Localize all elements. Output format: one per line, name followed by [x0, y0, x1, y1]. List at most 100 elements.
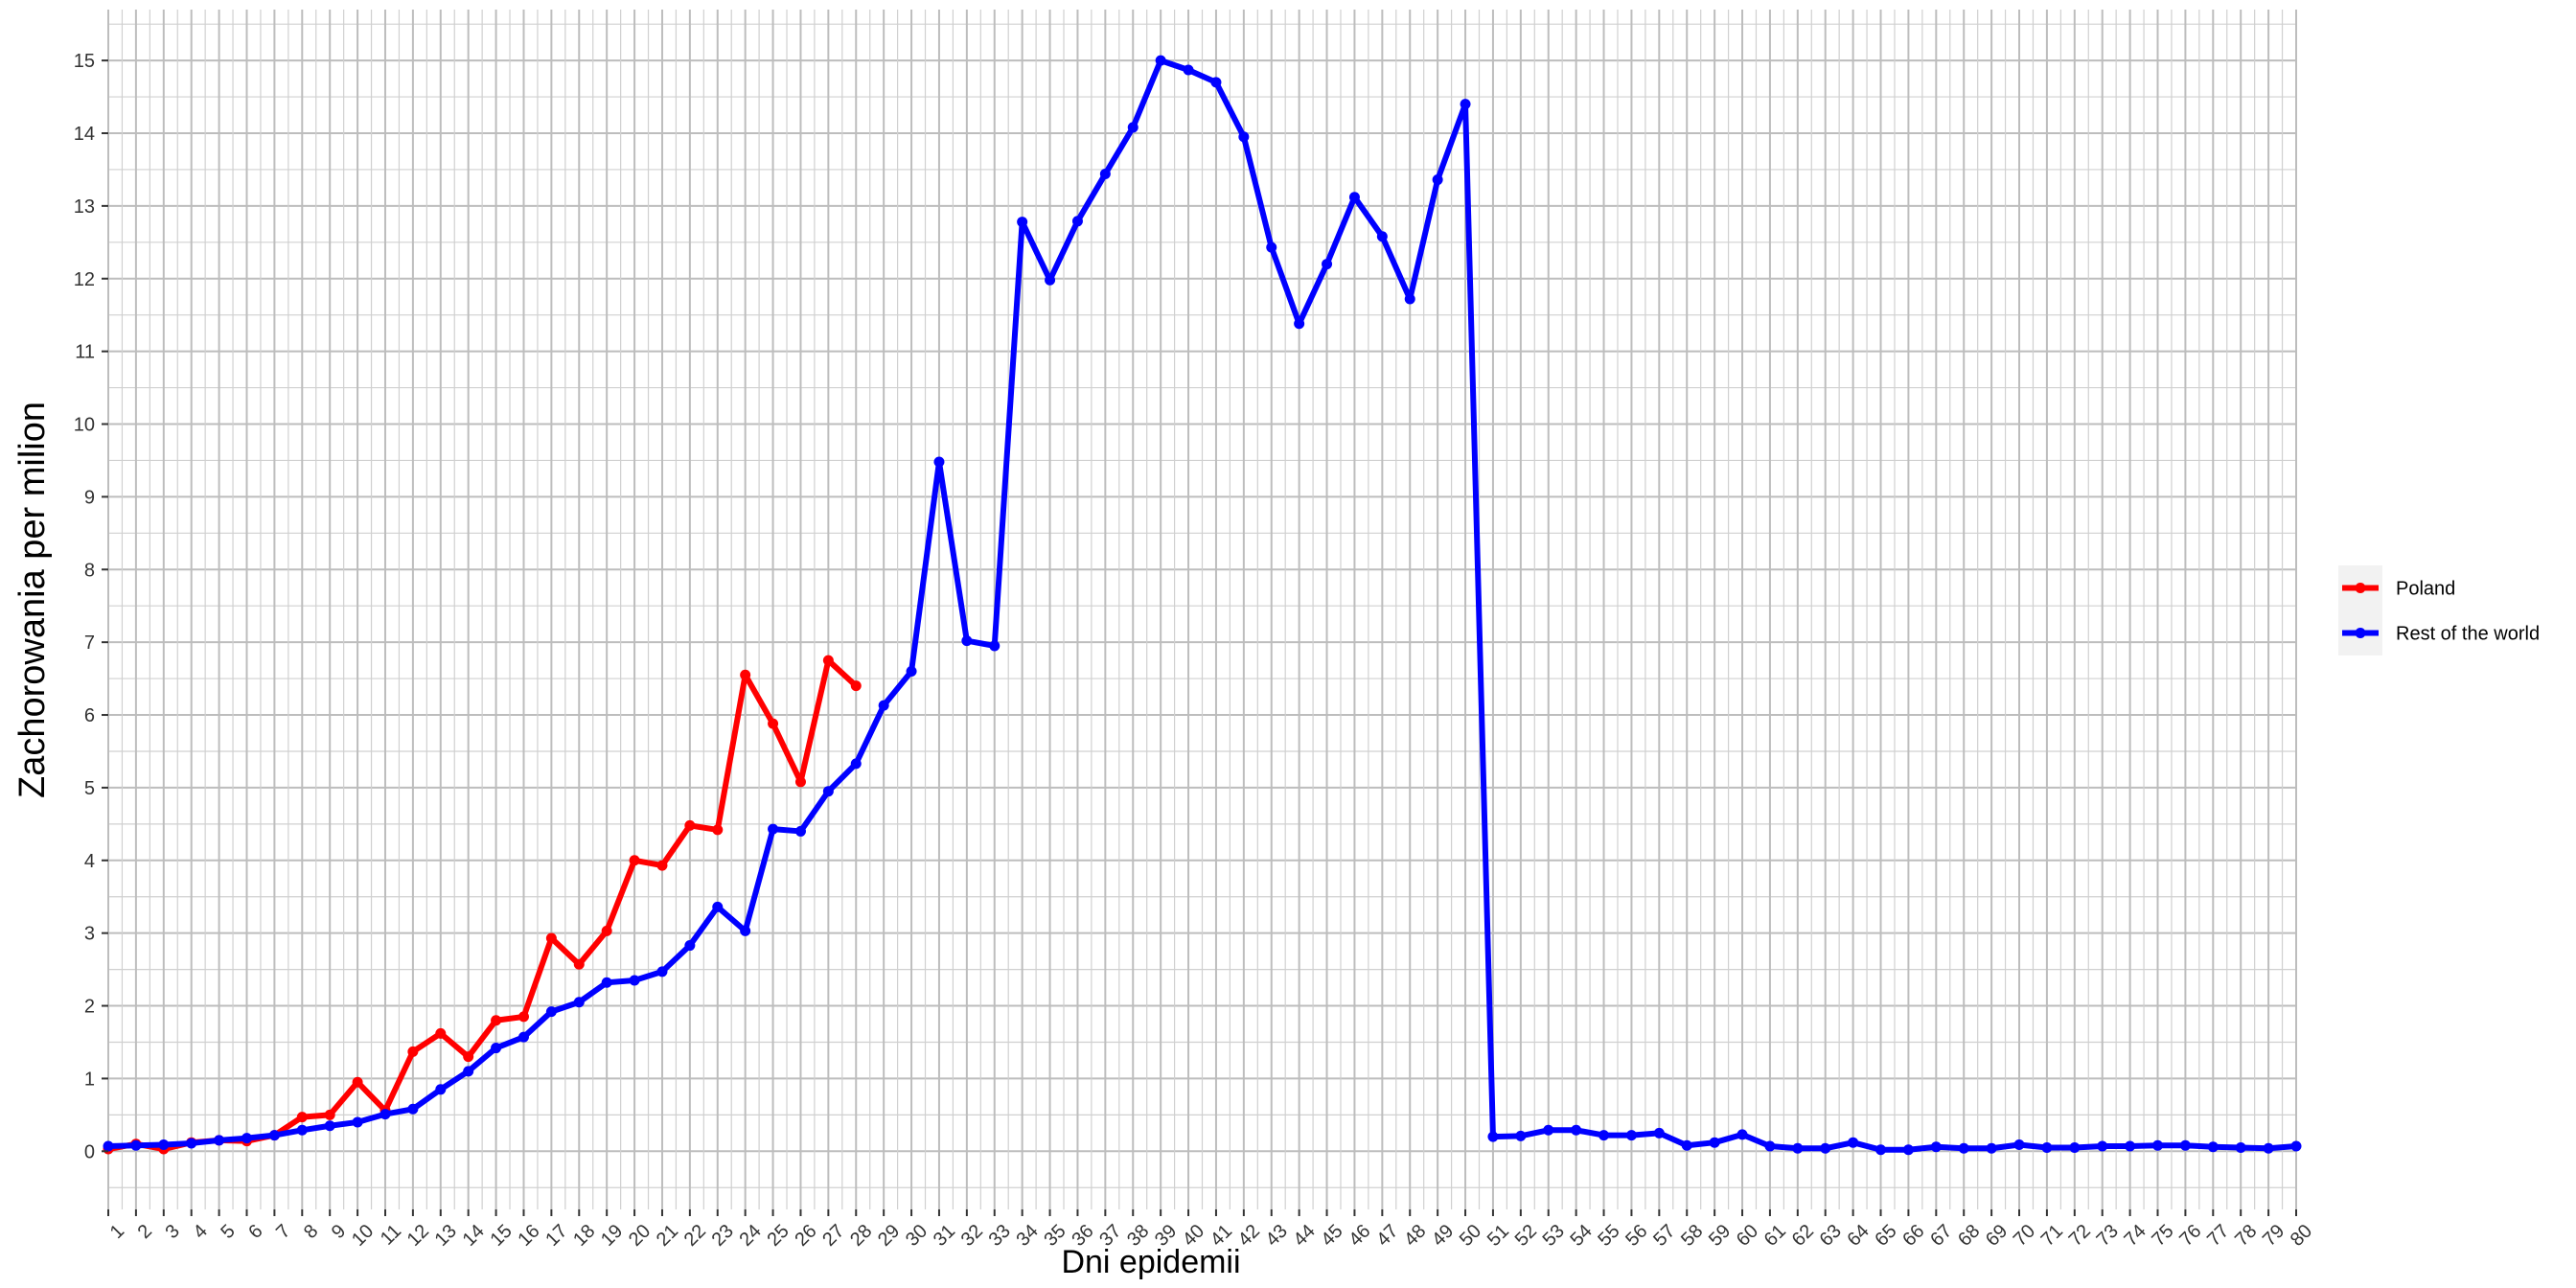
legend: Poland Rest of the world	[2338, 565, 2540, 656]
data-point-rest-of-the-world	[407, 1103, 419, 1115]
data-point-rest-of-the-world	[768, 823, 779, 835]
data-point-poland	[656, 860, 668, 871]
y-tick-label: 5	[84, 778, 95, 799]
data-point-rest-of-the-world	[1348, 192, 1360, 203]
data-point-rest-of-the-world	[130, 1139, 142, 1151]
data-point-rest-of-the-world	[1322, 259, 1333, 270]
data-point-rest-of-the-world	[1571, 1124, 1582, 1136]
data-point-poland	[435, 1027, 447, 1039]
data-point-poland	[684, 819, 696, 831]
data-point-rest-of-the-world	[1625, 1130, 1637, 1141]
data-point-rest-of-the-world	[2263, 1142, 2274, 1154]
data-point-poland	[712, 824, 724, 836]
series-layer	[103, 55, 2302, 1156]
data-point-rest-of-the-world	[324, 1120, 335, 1132]
data-point-rest-of-the-world	[1127, 122, 1138, 133]
data-point-rest-of-the-world	[518, 1031, 529, 1043]
y-tick-label: 9	[84, 487, 95, 508]
data-point-rest-of-the-world	[1709, 1137, 1720, 1148]
data-point-rest-of-the-world	[1736, 1129, 1748, 1140]
data-point-poland	[768, 718, 779, 729]
legend-label: Poland	[2396, 579, 2455, 600]
data-point-rest-of-the-world	[629, 975, 640, 986]
y-tick-label: 11	[75, 342, 95, 363]
data-point-rest-of-the-world	[740, 925, 751, 936]
data-point-rest-of-the-world	[1543, 1124, 1554, 1136]
data-point-rest-of-the-world	[1238, 131, 1250, 143]
data-point-rest-of-the-world	[2013, 1138, 2025, 1150]
y-tick-label: 10	[74, 415, 95, 436]
data-point-rest-of-the-world	[601, 977, 612, 988]
y-tick-label: 15	[74, 51, 95, 72]
data-point-rest-of-the-world	[989, 640, 1000, 652]
data-point-rest-of-the-world	[1294, 318, 1305, 330]
data-point-rest-of-the-world	[545, 1006, 557, 1018]
data-point-poland	[573, 958, 585, 970]
data-point-poland	[740, 669, 751, 680]
data-point-rest-of-the-world	[878, 700, 889, 711]
data-point-poland	[463, 1051, 474, 1063]
data-point-poland	[601, 925, 612, 936]
data-point-rest-of-the-world	[1681, 1139, 1692, 1151]
data-point-rest-of-the-world	[2069, 1142, 2081, 1154]
data-point-poland	[794, 776, 806, 788]
data-point-rest-of-the-world	[906, 665, 917, 677]
y-tick-label: 3	[84, 924, 95, 945]
data-point-rest-of-the-world	[1266, 242, 1277, 253]
series-rest-of-the-world	[103, 55, 2302, 1156]
data-point-rest-of-the-world	[352, 1116, 363, 1128]
x-axis-title: Dni epidemii	[1061, 1244, 1240, 1280]
y-tick-label: 6	[84, 705, 95, 726]
data-point-rest-of-the-world	[158, 1138, 170, 1150]
y-tick-label: 2	[84, 997, 95, 1018]
y-tick-label: 13	[74, 196, 95, 218]
data-point-rest-of-the-world	[1183, 64, 1194, 76]
data-point-rest-of-the-world	[684, 940, 696, 952]
data-point-rest-of-the-world	[2097, 1140, 2108, 1152]
data-point-rest-of-the-world	[822, 786, 834, 797]
data-point-rest-of-the-world	[794, 825, 806, 837]
legend-key-point	[2355, 583, 2366, 593]
data-point-rest-of-the-world	[214, 1135, 225, 1146]
data-point-rest-of-the-world	[296, 1124, 308, 1136]
y-tick-label: 1	[84, 1069, 95, 1090]
data-point-rest-of-the-world	[1653, 1127, 1665, 1138]
data-point-poland	[324, 1109, 335, 1120]
data-point-rest-of-the-world	[850, 758, 862, 770]
data-point-rest-of-the-world	[1487, 1131, 1499, 1142]
data-point-rest-of-the-world	[712, 901, 724, 912]
data-point-rest-of-the-world	[2290, 1140, 2302, 1152]
data-point-rest-of-the-world	[2125, 1140, 2136, 1152]
data-point-rest-of-the-world	[1460, 99, 1471, 110]
data-point-rest-of-the-world	[1432, 174, 1443, 186]
data-point-rest-of-the-world	[1902, 1144, 1914, 1156]
data-point-rest-of-the-world	[2235, 1142, 2246, 1154]
data-point-rest-of-the-world	[573, 997, 585, 1008]
data-point-poland	[491, 1015, 502, 1026]
data-point-poland	[518, 1011, 529, 1023]
y-tick-label: 0	[84, 1141, 95, 1162]
data-point-rest-of-the-world	[2152, 1139, 2164, 1151]
data-point-rest-of-the-world	[1404, 293, 1415, 305]
data-point-rest-of-the-world	[1155, 55, 1166, 66]
data-point-rest-of-the-world	[1045, 274, 1056, 286]
data-point-rest-of-the-world	[268, 1130, 280, 1141]
data-point-rest-of-the-world	[2041, 1142, 2053, 1154]
data-point-rest-of-the-world	[1071, 216, 1083, 227]
data-point-rest-of-the-world	[1515, 1130, 1527, 1141]
data-point-rest-of-the-world	[380, 1109, 391, 1120]
data-point-rest-of-the-world	[1792, 1142, 1804, 1154]
legend-key-point	[2355, 628, 2366, 638]
data-point-rest-of-the-world	[1820, 1142, 1831, 1154]
data-point-rest-of-the-world	[463, 1066, 474, 1077]
data-point-rest-of-the-world	[435, 1084, 447, 1095]
data-point-rest-of-the-world	[2207, 1141, 2219, 1153]
y-tick-label: 14	[74, 124, 95, 145]
data-point-rest-of-the-world	[1376, 231, 1388, 242]
legend-key-background	[2338, 565, 2382, 656]
y-tick-label: 4	[84, 851, 95, 872]
data-point-rest-of-the-world	[1017, 217, 1028, 228]
data-point-rest-of-the-world	[933, 456, 945, 468]
